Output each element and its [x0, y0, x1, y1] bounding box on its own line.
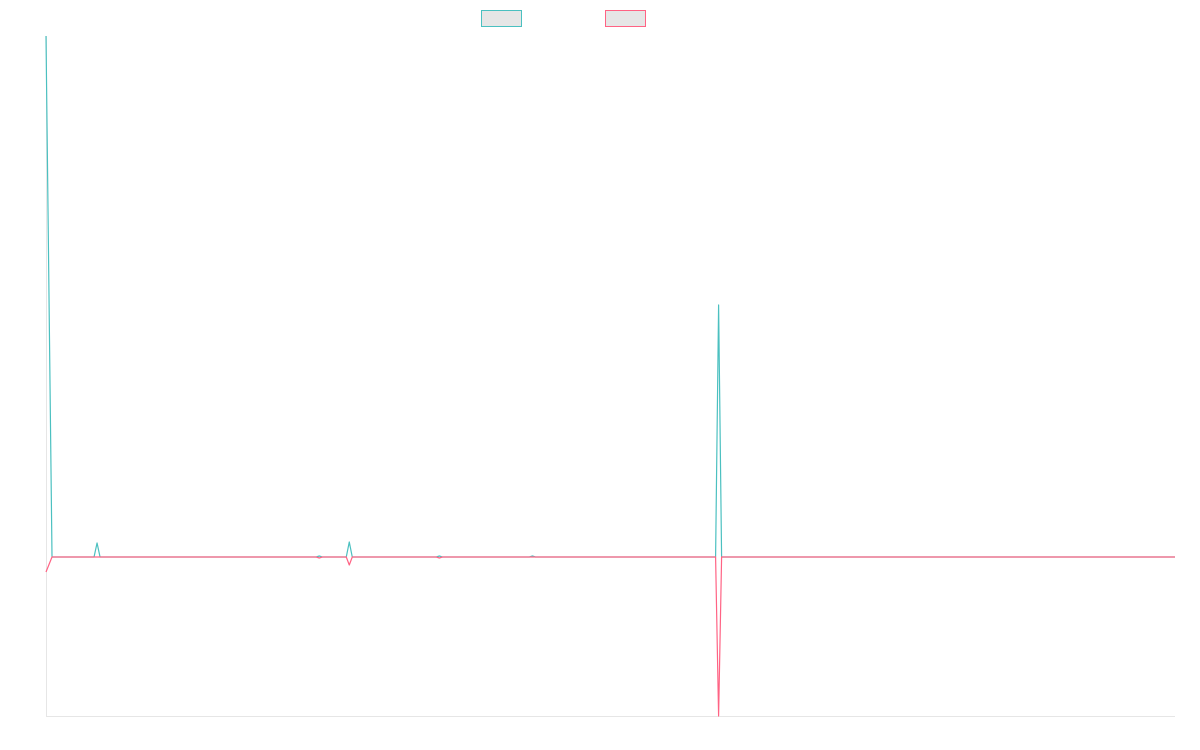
series-line [45, 556, 1175, 717]
series-line [45, 35, 1175, 558]
legend-swatch[interactable] [481, 10, 522, 27]
legend-swatch[interactable] [605, 10, 646, 27]
legend [481, 10, 646, 27]
